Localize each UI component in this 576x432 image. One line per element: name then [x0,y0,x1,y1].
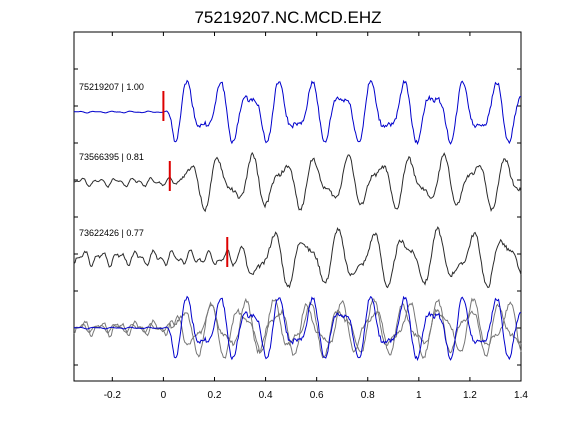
trace-label: 75219207 | 1.00 [79,82,144,92]
x-tick-label: 1.4 [514,390,528,401]
trace-stack: 75219207 | 1.00 73566395 | 0.81 73622426 |… [73,79,522,289]
overlay-stack [73,295,522,362]
trace-label: 73622426 | 0.77 [79,228,144,238]
x-tick-label: -0.2 [104,390,122,401]
x-tick-label: 0.2 [208,390,222,401]
overlay-trace-line [73,297,522,360]
chart-title: 75219207.NC.MCD.EHZ [194,8,381,27]
x-tick-label: 1.2 [463,390,477,401]
x-tick-label: 0.4 [259,390,273,401]
x-tick-label: 0.8 [361,390,375,401]
x-axis: -0.2 0 0.2 0.4 0.6 0.8 1 1.2 1.4 [104,32,528,401]
x-tick-label: 0 [161,390,167,401]
trace-line [73,226,522,289]
x-tick-label: 0.6 [310,390,324,401]
trace-label: 73566395 | 0.81 [79,152,144,162]
trace-line [73,151,522,213]
overlay-trace-line [73,295,522,362]
trace-line [73,79,522,146]
plot-frame [73,31,522,382]
x-tick-label: 1 [416,390,422,401]
